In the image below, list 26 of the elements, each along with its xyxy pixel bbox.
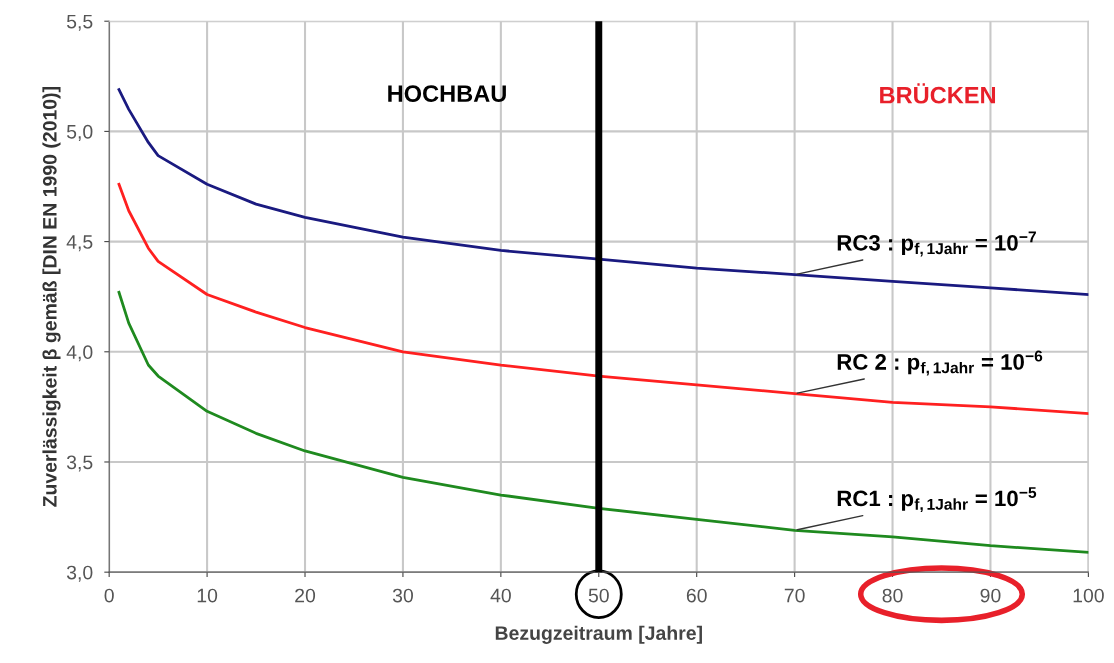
x-tick-label: 80 bbox=[882, 588, 903, 603]
annotation: BRÜCKEN bbox=[880, 83, 996, 104]
x-tick-label: 20 bbox=[295, 588, 316, 603]
x-axis-title: Bezugzeitraum [Jahre] bbox=[495, 625, 702, 644]
y-tick-label: 5,5 bbox=[66, 14, 93, 31]
x-tick-label: 50 bbox=[588, 588, 609, 603]
y-tick-label: 3,0 bbox=[66, 565, 93, 582]
line-series bbox=[117, 290, 1089, 554]
series-label: RC 2 : p$_{f,1Jahr}$ = 10$^{−6}$ bbox=[837, 350, 1043, 376]
y-axis-title: Zuverlässigkeit β gemäß [DIN EN 1990 (2010)] bbox=[42, 87, 61, 507]
x-tick-label: 70 bbox=[784, 588, 805, 603]
series-label: RC3 : p$_{f,1Jahr}$ = 10$^{−7}$ bbox=[837, 231, 1036, 257]
x-tick-label: 10 bbox=[197, 588, 218, 603]
y-tick-label: 3,5 bbox=[66, 455, 93, 472]
x-tick-label: 60 bbox=[686, 588, 707, 603]
y-tick-label: 5,0 bbox=[66, 124, 93, 141]
x-tick-label: 90 bbox=[980, 588, 1001, 603]
series-label: RC1 : p$_{f,1Jahr}$ = 10$^{−5}$ bbox=[837, 487, 1037, 513]
annotation: HOCHBAU bbox=[388, 85, 506, 102]
x-tick-label: 30 bbox=[392, 588, 413, 603]
x-tick-label: 40 bbox=[490, 588, 511, 603]
x-tick-label: 100 bbox=[1073, 588, 1104, 603]
line-series bbox=[117, 182, 1089, 415]
y-tick-label: 4,0 bbox=[66, 345, 93, 362]
y-tick-label: 4,5 bbox=[66, 235, 93, 252]
x-tick-label: 0 bbox=[104, 588, 114, 603]
